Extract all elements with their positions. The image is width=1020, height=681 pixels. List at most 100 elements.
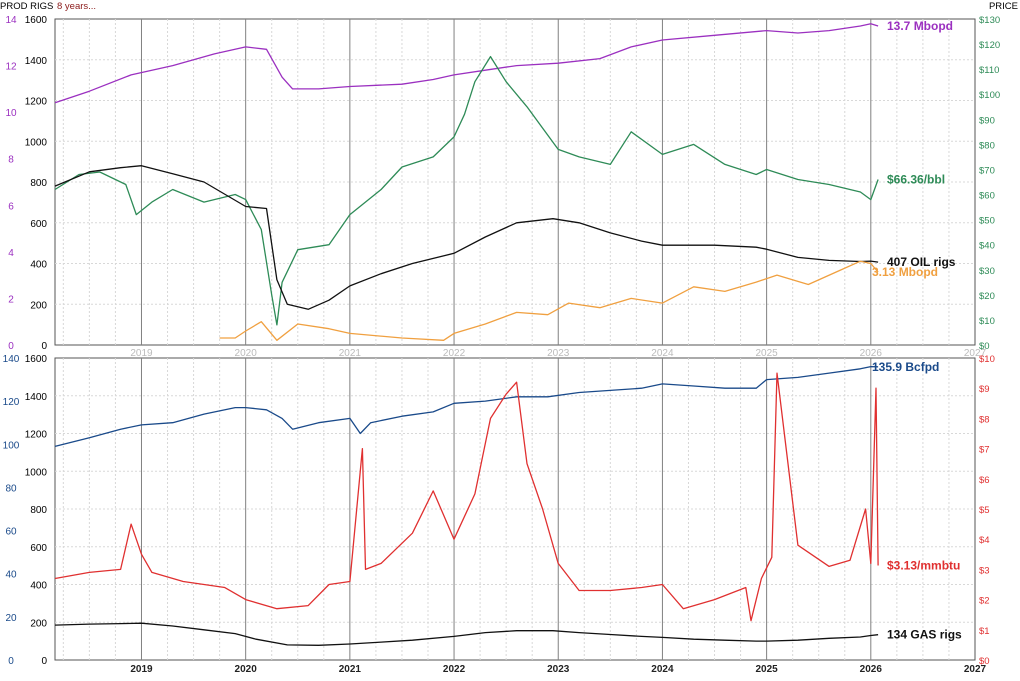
year-label-2020: 2020: [235, 348, 258, 359]
left-tick-label: 1600: [25, 354, 48, 365]
left-prod-tick-label: 10: [5, 108, 17, 119]
left-prod-tick-label: 80: [5, 483, 17, 494]
left-tick-label: 1200: [25, 97, 48, 108]
left-prod-tick-label: 4: [8, 248, 14, 259]
right-price-tick-label: $5: [979, 505, 990, 516]
right-price-tick-label: $10: [979, 316, 995, 327]
year-label-2021: 2021: [339, 664, 362, 675]
left-prod-tick-label: 8: [8, 155, 14, 166]
header-right-label: PRICE: [989, 1, 1018, 12]
left-tick-label: 1000: [25, 467, 48, 478]
right-price-tick-label: $70: [979, 165, 995, 176]
left-tick-label: 1600: [25, 15, 48, 26]
left-prod-tick-label: 60: [5, 527, 17, 538]
year-label-2026: 2026: [860, 664, 883, 675]
series-oil_price: [54, 55, 879, 326]
left-tick-label: 1400: [25, 392, 48, 403]
left-tick-label: 0: [41, 341, 47, 352]
left-prod-tick-label: 20: [5, 613, 17, 624]
end-label-gas_prod: 135.9 Bcfpd: [872, 360, 939, 374]
left-tick-label: 600: [30, 219, 47, 230]
left-tick-label: 1000: [25, 137, 48, 148]
header-subtitle: 8 years...: [57, 1, 96, 12]
year-label-2024: 2024: [651, 664, 674, 675]
left-tick-label: 800: [30, 505, 47, 516]
year-label-2024: 2024: [651, 348, 674, 359]
year-label-2022: 2022: [443, 664, 466, 675]
right-price-tick-label: $100: [979, 90, 1000, 101]
right-price-tick-label: $120: [979, 40, 1000, 51]
year-label-2020: 2020: [235, 664, 258, 675]
left-prod-tick-label: 14: [5, 15, 17, 26]
left-tick-label: 200: [30, 618, 47, 629]
series-gas_prod: [54, 365, 879, 448]
end-label-gas_rigs: 134 GAS rigs: [887, 628, 962, 642]
right-price-tick-label: $90: [979, 115, 995, 126]
year-label-2022: 2022: [443, 348, 466, 359]
year-label-2025: 2025: [755, 664, 778, 675]
right-price-tick-label: $0: [979, 656, 990, 667]
right-price-tick-label: $30: [979, 266, 995, 277]
series-gas_price: [54, 372, 879, 622]
grid-lines: [55, 19, 975, 660]
header-left-label: PROD RIGS: [0, 1, 53, 12]
left-prod-tick-label: 140: [3, 354, 20, 365]
series-oil_prod: [54, 23, 879, 104]
left-tick-label: 200: [30, 300, 47, 311]
end-label-oil_prod: 13.7 Mbopd: [887, 19, 953, 33]
right-price-tick-label: $130: [979, 15, 1000, 26]
year-label-2019: 2019: [130, 664, 153, 675]
year-label-2021: 2021: [339, 348, 362, 359]
right-price-tick-label: $50: [979, 216, 995, 227]
year-label-2025: 2025: [755, 348, 778, 359]
right-price-tick-label: $20: [979, 291, 995, 302]
series-other_prod: [219, 260, 879, 341]
left-prod-tick-label: 100: [3, 440, 20, 451]
left-prod-tick-label: 40: [5, 570, 17, 581]
left-tick-label: 1400: [25, 56, 48, 67]
right-price-tick-label: $7: [979, 445, 990, 456]
axis-tick-labels: 2019 2020 2021 2022 2023 2024 2025 2026 20270200…: [3, 15, 1000, 675]
right-price-tick-label: $10: [979, 354, 995, 365]
right-price-tick-label: $0: [979, 341, 990, 352]
right-price-tick-label: $80: [979, 140, 995, 151]
right-price-tick-label: $60: [979, 191, 995, 202]
right-price-tick-label: $2: [979, 596, 990, 607]
panel-frames: [54, 18, 976, 661]
left-tick-label: 0: [41, 656, 47, 667]
left-tick-label: 600: [30, 543, 47, 554]
year-label-2023: 2023: [547, 664, 570, 675]
end-label-other_prod: 3.13 Mbopd: [872, 265, 938, 279]
left-prod-tick-label: 120: [3, 397, 20, 408]
left-prod-tick-label: 2: [8, 294, 14, 305]
right-price-tick-label: $1: [979, 626, 990, 637]
right-price-tick-label: $4: [979, 535, 990, 546]
right-price-tick-label: $9: [979, 384, 990, 395]
year-label-2027: 2027: [964, 664, 987, 675]
left-tick-label: 800: [30, 178, 47, 189]
left-tick-label: 400: [30, 581, 47, 592]
year-label-2019: 2019: [130, 348, 153, 359]
year-label-2027: 2027: [964, 348, 987, 359]
right-price-tick-label: $110: [979, 65, 999, 76]
right-price-tick-label: $8: [979, 414, 990, 425]
series-oil_rigs: [54, 165, 879, 310]
left-tick-label: 400: [30, 260, 47, 271]
left-tick-label: 1200: [25, 430, 48, 441]
year-label-2026: 2026: [860, 348, 883, 359]
right-price-tick-label: $3: [979, 565, 990, 576]
left-prod-tick-label: 0: [8, 656, 14, 667]
year-label-2023: 2023: [547, 348, 570, 359]
end-label-oil_rigs: 407 OIL rigs: [887, 255, 956, 269]
left-prod-tick-label: 6: [8, 201, 14, 212]
left-prod-tick-label: 0: [8, 341, 14, 352]
right-price-tick-label: $40: [979, 241, 995, 252]
end-label-oil_price: $66.36/bbl: [887, 172, 945, 186]
right-price-tick-label: $6: [979, 475, 990, 486]
series-layer: [54, 23, 879, 646]
end-label-gas_price: $3.13/mmbtu: [887, 558, 960, 572]
series-gas_rigs: [54, 622, 879, 646]
